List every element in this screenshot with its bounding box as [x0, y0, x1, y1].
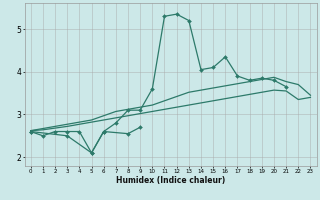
X-axis label: Humidex (Indice chaleur): Humidex (Indice chaleur) — [116, 176, 225, 185]
